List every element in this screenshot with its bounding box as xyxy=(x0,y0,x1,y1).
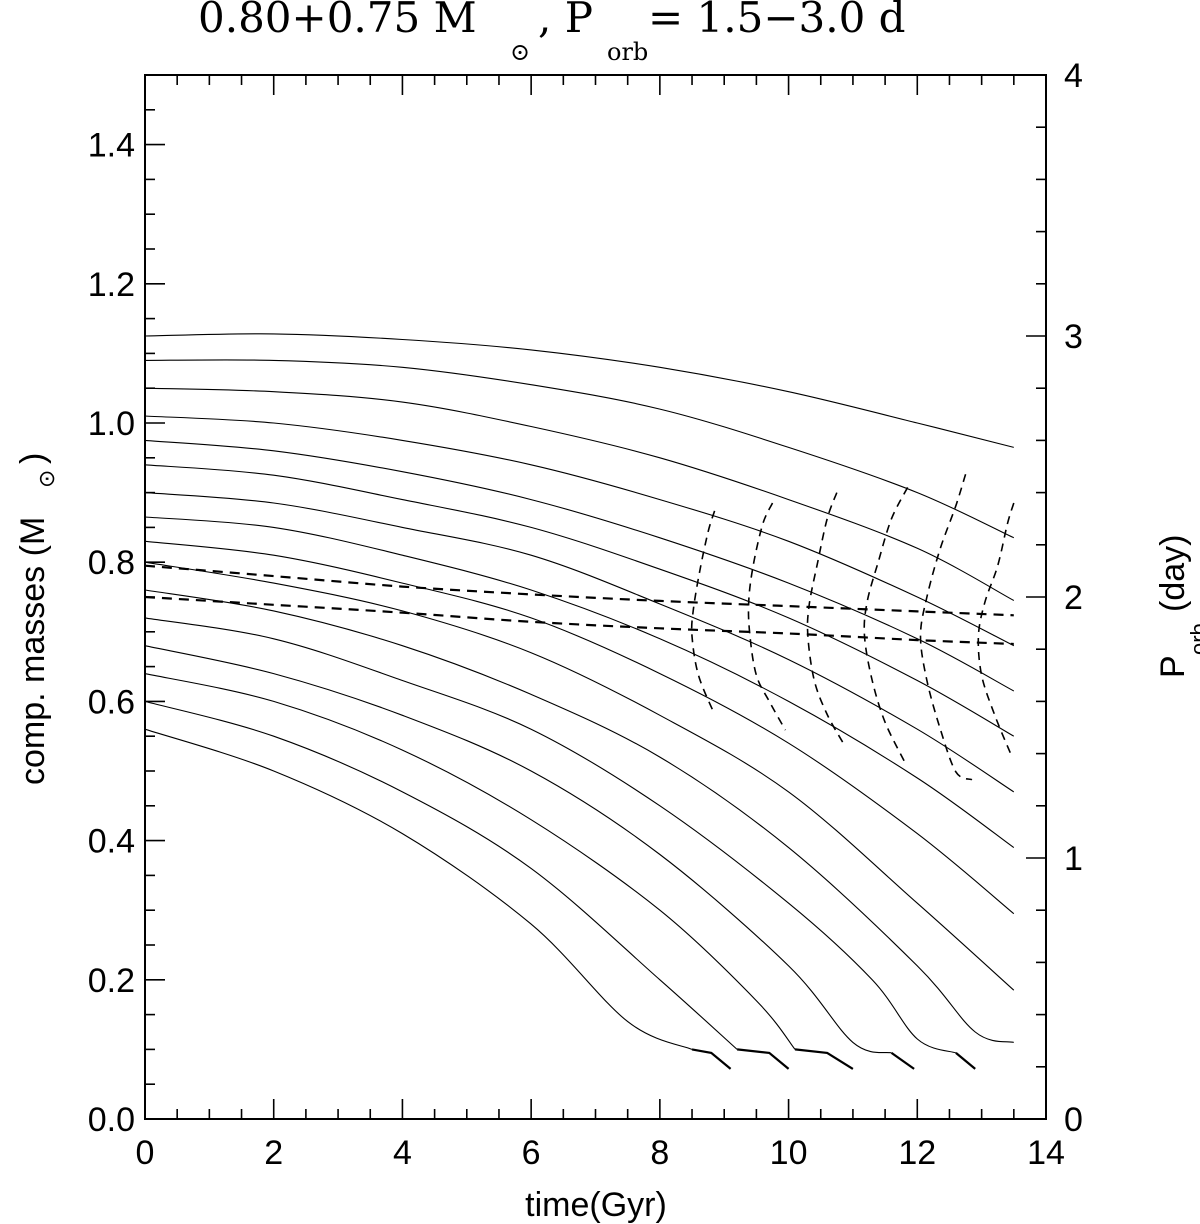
mass-track-end xyxy=(890,1052,915,1070)
mass-track-line xyxy=(144,589,1014,1043)
orbital-period-tracks xyxy=(144,564,1014,646)
mass-track-end xyxy=(691,1048,732,1070)
x-tick-label: 4 xyxy=(393,1134,412,1172)
isochrone-line xyxy=(919,474,973,781)
x-tick-label: 10 xyxy=(770,1134,808,1172)
chart-title-period: = 1.5−3.0 d xyxy=(648,0,906,42)
mass-track-line xyxy=(144,492,1015,793)
x-tick-label: 2 xyxy=(264,1134,283,1172)
y-right-tick-label: 1 xyxy=(1064,840,1083,878)
isochrone-line xyxy=(863,487,909,762)
dashed-isochrones xyxy=(690,474,1015,781)
mass-track-end xyxy=(736,1048,790,1070)
title-orb-subscript: orb xyxy=(607,38,648,66)
isochrone-line xyxy=(977,502,1015,754)
mass-track-line xyxy=(144,728,693,1050)
mass-track-line xyxy=(144,359,1015,539)
y-axis-left-close: ) xyxy=(14,453,52,464)
x-tick-label: 14 xyxy=(1027,1134,1065,1172)
y-left-tick-label: 0.4 xyxy=(88,823,135,861)
x-axis-label: time(Gyr) xyxy=(525,1186,667,1224)
mass-track-end xyxy=(794,1048,854,1070)
y-left-tick-label: 0.0 xyxy=(88,1101,135,1139)
mass-track-end xyxy=(955,1052,976,1070)
orbital-period-line xyxy=(144,595,1014,646)
y-axis-left-sun: ⊙ xyxy=(34,470,59,488)
mass-track-line xyxy=(144,645,892,1054)
mass-track-line xyxy=(144,617,957,1054)
orbital-period-line xyxy=(144,564,1014,617)
mass-track-line xyxy=(144,700,738,1050)
y-right-tick-label: 3 xyxy=(1064,318,1083,356)
x-tick-label: 0 xyxy=(136,1134,155,1172)
y-right-tick-label: 2 xyxy=(1064,579,1083,617)
x-tick-label: 12 xyxy=(898,1134,936,1172)
mass-track-line xyxy=(144,464,1015,737)
y-left-tick-label: 0.6 xyxy=(88,683,135,721)
y-axis-right-subscript: orb xyxy=(1186,623,1200,655)
y-axis-right-label: P xyxy=(1154,655,1192,678)
mass-track-line xyxy=(144,415,1015,647)
y-left-tick-label: 0.8 xyxy=(88,544,135,582)
y-right-tick-label: 0 xyxy=(1064,1101,1083,1139)
isochrone-line xyxy=(747,502,787,731)
chart-title: 0.80+0.75 M xyxy=(198,0,477,42)
x-tick-label: 8 xyxy=(650,1134,669,1172)
mass-track-line xyxy=(144,673,796,1050)
y-left-tick-label: 1.2 xyxy=(88,266,135,304)
chart-title-rest: , P xyxy=(538,0,593,42)
y-left-tick-label: 1.0 xyxy=(88,405,135,443)
mass-track-line xyxy=(144,540,1015,915)
y-axis-left-label: comp. masses (M xyxy=(14,517,52,785)
x-tick-label: 6 xyxy=(522,1134,541,1172)
mass-track-line xyxy=(144,333,1014,448)
isochrone-line xyxy=(690,510,716,715)
mass-track-line xyxy=(144,387,1015,601)
mass-track-line xyxy=(144,516,1015,849)
title-sun-symbol: ⊙ xyxy=(510,38,530,66)
y-left-tick-label: 0.2 xyxy=(88,962,135,1000)
y-right-tick-label: 4 xyxy=(1064,57,1083,95)
mass-track-line xyxy=(144,439,1015,692)
y-left-tick-label: 1.4 xyxy=(88,127,135,165)
donor-mass-tracks xyxy=(144,333,1015,1070)
mass-track-line xyxy=(144,561,1015,991)
isochrone-line xyxy=(806,492,844,744)
y-axis-right-unit: (day) xyxy=(1154,535,1192,612)
plot-frame xyxy=(144,74,1047,1120)
